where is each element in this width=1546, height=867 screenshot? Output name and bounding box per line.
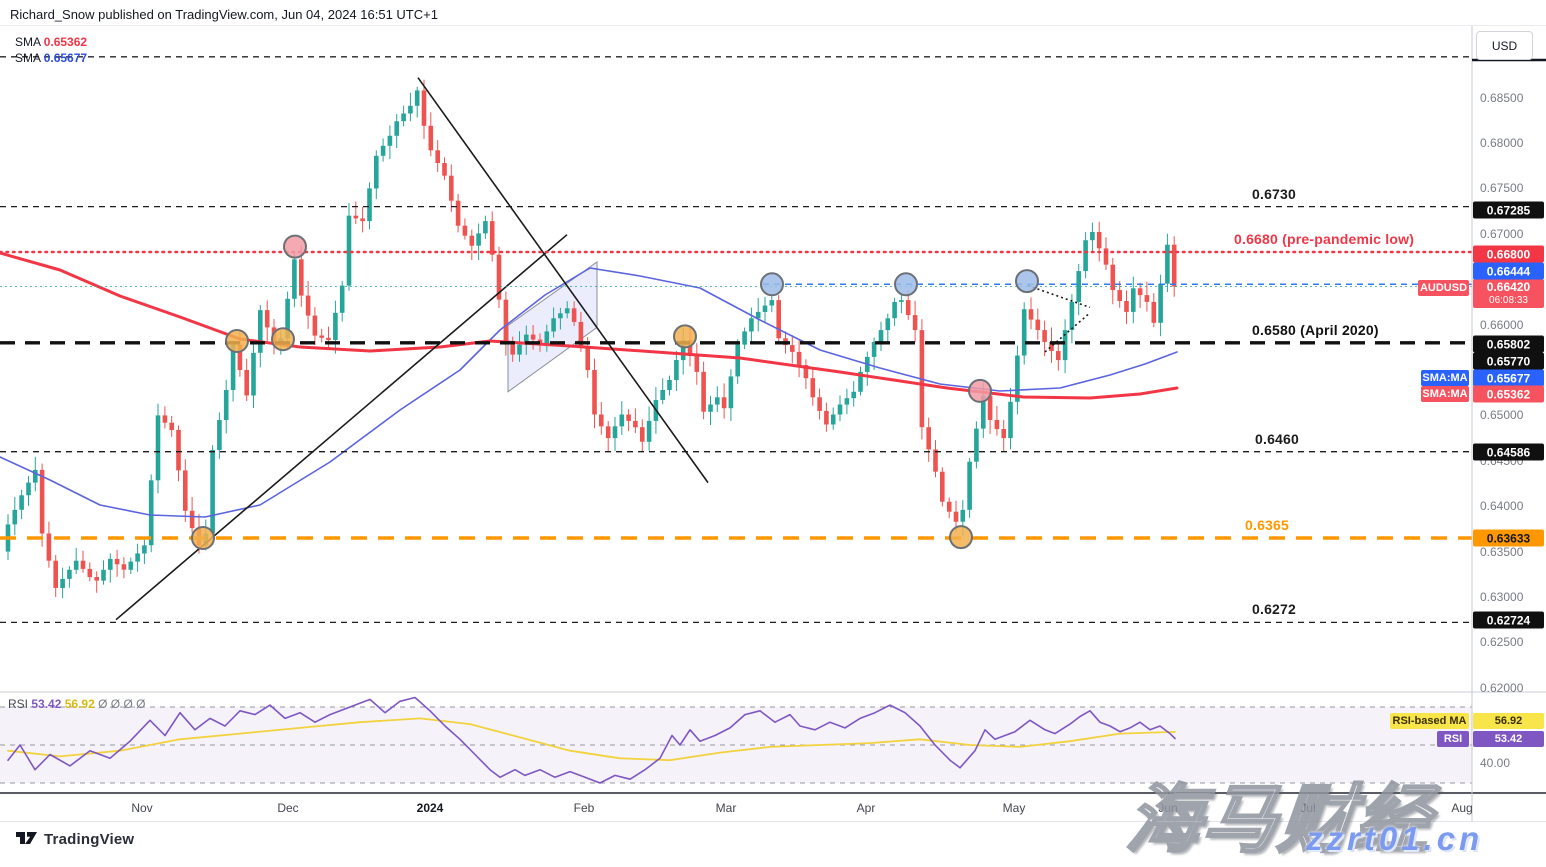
price-badge-0.65770: 0.65770 (1473, 352, 1544, 370)
side-badge-audusd: AUDUSD (1418, 280, 1469, 296)
level-label-0.658[interactable]: 0.6580 (April 2020) (1252, 321, 1379, 338)
rsi-value: 53.42 (31, 697, 62, 711)
sma-fast-value: 0.65362 (43, 35, 88, 49)
side-badge-53-42: 53.42 (1473, 731, 1544, 747)
time-axis-label-Jul[interactable]: Jul (1300, 801, 1316, 815)
price-badge-0.66800: 0.66800 (1473, 245, 1544, 263)
side-badge-rsi-based-ma: RSI-based MA (1390, 713, 1469, 729)
tradingview-mark-icon (16, 832, 37, 844)
side-badge-rsi: RSI (1437, 731, 1469, 747)
price-tick-0.62500: 0.62500 (1480, 635, 1524, 649)
price-tick-0.63500: 0.63500 (1480, 545, 1524, 559)
time-axis-label-Feb[interactable]: Feb (573, 801, 595, 815)
price-tick-0.67000: 0.67000 (1480, 227, 1524, 241)
sma-fast-label: SMA (15, 35, 41, 49)
rsi-tick-40: 40.00 (1480, 756, 1511, 770)
last-price-badge: 0.66420 06:08:33 (1473, 279, 1544, 308)
price-tick-0.64000: 0.64000 (1480, 499, 1524, 513)
price-badge-0.64586: 0.64586 (1473, 443, 1544, 461)
currency-toggle-button[interactable]: USD (1476, 31, 1533, 60)
time-axis-label-Aug[interactable]: Aug (1451, 801, 1473, 815)
tradingview-logo[interactable]: TradingView (16, 831, 134, 848)
price-tick-0.66000: 0.66000 (1480, 318, 1524, 332)
sma-legend: SMA 0.65362 SMA 0.65677 (15, 34, 87, 66)
price-badge-0.63633: 0.63633 (1473, 529, 1544, 547)
time-axis-label-Nov[interactable]: Nov (131, 801, 153, 815)
price-badge-0.65802: 0.65802 (1473, 335, 1544, 353)
sma-fast-row[interactable]: SMA 0.65362 (15, 34, 87, 50)
price-tick-0.67500: 0.67500 (1480, 181, 1524, 195)
watermark-url: zzrt01.cn (1306, 820, 1484, 857)
tradingview-logo-text: TradingView (44, 831, 135, 848)
publish-info: Richard_Snow published on TradingView.co… (10, 7, 438, 22)
level-label-0.6272[interactable]: 0.6272 (1252, 601, 1297, 618)
time-axis-label-Mar[interactable]: Mar (715, 801, 737, 815)
price-tick-0.65000: 0.65000 (1480, 408, 1524, 422)
side-badge-sma-ma: SMA:MA (1421, 386, 1469, 402)
level-label-0.673[interactable]: 0.6730 (1252, 185, 1297, 202)
price-badge-0.66444: 0.66444 (1473, 262, 1544, 280)
price-tick-0.62000: 0.62000 (1480, 681, 1524, 695)
price-tick-0.68500: 0.68500 (1480, 91, 1524, 105)
rsi-zeros: Ø Ø Ø Ø (98, 697, 146, 711)
time-axis-label-Dec[interactable]: Dec (277, 801, 299, 815)
sma-slow-value: 0.65677 (43, 51, 88, 65)
time-axis-label-May[interactable]: May (1002, 801, 1026, 815)
price-badge-0.65677: 0.65677 (1473, 369, 1544, 387)
price-badge-0.62724: 0.62724 (1473, 611, 1544, 629)
time-axis-label-Jun[interactable]: Jun (1158, 801, 1178, 815)
side-badge-56-92: 56.92 (1473, 713, 1544, 729)
side-badge-sma-ma: SMA:MA (1421, 370, 1469, 386)
bar-countdown: 06:08:33 (1489, 294, 1528, 306)
price-tick-0.68000: 0.68000 (1480, 136, 1524, 150)
price-tick-0.63000: 0.63000 (1480, 590, 1524, 604)
time-axis-label-Apr[interactable]: Apr (856, 801, 876, 815)
price-badge-0.67285: 0.67285 (1473, 201, 1544, 219)
level-label-0.6365[interactable]: 0.6365 (1245, 517, 1290, 533)
price-badge-0.65362: 0.65362 (1473, 385, 1544, 403)
sma-slow-label: SMA (15, 51, 41, 65)
level-label-0.646[interactable]: 0.6460 (1255, 430, 1300, 447)
rsi-legend[interactable]: RSI 53.42 56.92 Ø Ø Ø Ø (8, 697, 145, 711)
rsi-ma-value: 56.92 (64, 697, 95, 711)
rsi-label: RSI (8, 697, 29, 711)
level-label-0.668[interactable]: 0.6680 (pre-pandemic low) (1234, 231, 1415, 247)
sma-slow-row[interactable]: SMA 0.65677 (15, 50, 87, 66)
time-axis-label-2024[interactable]: 2024 (416, 801, 444, 815)
last-price-value: 0.66420 (1486, 279, 1531, 294)
